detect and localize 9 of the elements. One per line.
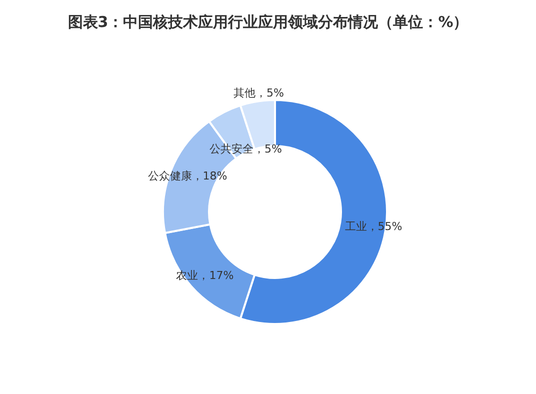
data-label: ，5% — [255, 86, 284, 100]
slice-label: 其他 — [233, 86, 256, 100]
slice-label: 公众健康 — [148, 169, 192, 182]
slice-label: 公共安全 — [209, 142, 254, 156]
data-label: ，18% — [192, 169, 228, 182]
data-label: ，17% — [198, 269, 234, 282]
slice-label: 工业 — [344, 220, 367, 234]
data-label: ，5% — [253, 142, 282, 156]
chart-title: 图表3：中国核技术应用行业应用领域分布情况（单位：%） — [68, 13, 468, 31]
